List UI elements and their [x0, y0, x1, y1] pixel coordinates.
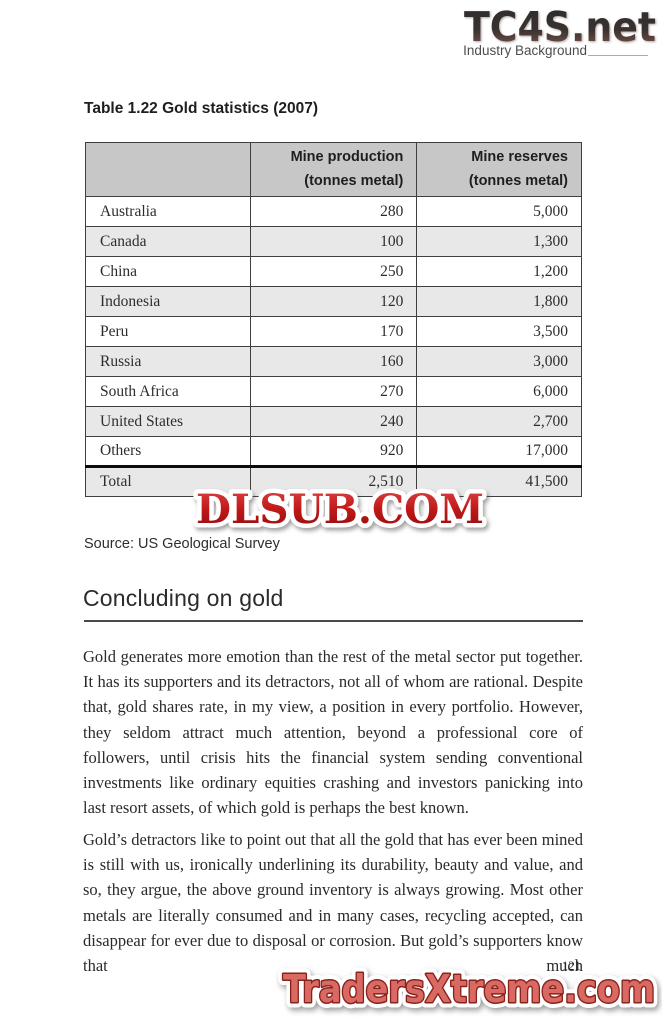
production-cell: 280	[249, 196, 418, 227]
reserves-cell: 2,700	[416, 406, 582, 437]
country-cell: Canada	[85, 226, 251, 257]
body-paragraph: Gold generates more emotion than the res…	[83, 647, 583, 818]
reserves-cell: 6,000	[416, 376, 582, 407]
body-paragraph: Gold’s detractors like to point out that…	[83, 830, 583, 976]
table-row: Canada 100 1,300	[85, 226, 582, 257]
running-head: Industry Background	[463, 43, 587, 58]
production-cell: 920	[249, 436, 418, 467]
total-label-cell: Total	[85, 465, 251, 497]
country-cell: Others	[85, 436, 251, 467]
total-production-cell: 2,510	[249, 465, 418, 497]
site-logo-text: TC4S.net	[464, 3, 656, 50]
table-row: China 250 1,200	[85, 256, 582, 287]
table-total-row: Total 2,510 41,500	[85, 465, 582, 497]
mine-production-header: Mine production (tonnes metal)	[249, 142, 418, 197]
production-cell: 160	[249, 346, 418, 377]
country-cell: South Africa	[85, 376, 251, 407]
production-cell: 270	[249, 376, 418, 407]
site-logo: TC4S.net	[464, 3, 656, 50]
table-header-row: Mine production (tonnes metal) Mine rese…	[85, 142, 582, 197]
header-line: (tonnes metal)	[304, 172, 404, 189]
reserves-cell: 5,000	[416, 196, 582, 227]
reserves-cell: 3,500	[416, 316, 582, 347]
header-line: (tonnes metal)	[468, 172, 568, 189]
table-row: South Africa 270 6,000	[85, 376, 582, 407]
footer-logo: TradersXtreme.com TradersXtreme.com	[278, 962, 661, 1017]
country-cell: Australia	[85, 196, 251, 227]
table-row: Peru 170 3,500	[85, 316, 582, 347]
header-line: Mine reserves	[471, 149, 568, 166]
total-reserves-cell: 41,500	[416, 465, 582, 497]
production-cell: 250	[249, 256, 418, 287]
table-row: Russia 160 3,000	[85, 346, 582, 377]
page-number: 121	[562, 959, 581, 973]
footer-logo-text: TradersXtreme.com	[283, 967, 655, 1011]
table-row: United States 240 2,700	[85, 406, 582, 437]
table-caption: Table 1.22 Gold statistics (2007)	[84, 100, 319, 117]
source-note: Source: US Geological Survey	[84, 536, 280, 552]
dlsub-watermark-text: DLSUB.COM	[196, 486, 484, 533]
reserves-cell: 1,300	[416, 226, 582, 257]
mine-reserves-header: Mine reserves (tonnes metal)	[416, 142, 582, 197]
table-row: Indonesia 120 1,800	[85, 286, 582, 317]
country-cell: Russia	[85, 346, 251, 377]
country-cell: China	[85, 256, 251, 287]
country-cell: United States	[85, 406, 251, 437]
table-row: Others 920 17,000	[85, 436, 582, 467]
production-cell: 100	[249, 226, 418, 257]
dlsub-watermark: DLSUB.COM	[192, 482, 489, 538]
country-cell: Peru	[85, 316, 251, 347]
section-divider	[84, 620, 583, 622]
reserves-cell: 1,200	[416, 256, 582, 287]
section-heading: Concluding on gold	[83, 585, 284, 611]
country-cell: Indonesia	[85, 286, 251, 317]
gold-statistics-table: Mine production (tonnes metal) Mine rese…	[85, 142, 582, 497]
table-row: Australia 280 5,000	[85, 196, 582, 227]
production-cell: 240	[249, 406, 418, 437]
footer-logo-outline: TradersXtreme.com	[283, 967, 655, 1011]
header-line: Mine production	[290, 149, 404, 166]
reserves-cell: 3,000	[416, 346, 582, 377]
reserves-cell: 1,800	[416, 286, 582, 317]
empty-header-cell	[85, 142, 251, 197]
production-cell: 170	[249, 316, 418, 347]
production-cell: 120	[249, 286, 418, 317]
header-rule	[588, 55, 648, 56]
reserves-cell: 17,000	[416, 436, 582, 467]
